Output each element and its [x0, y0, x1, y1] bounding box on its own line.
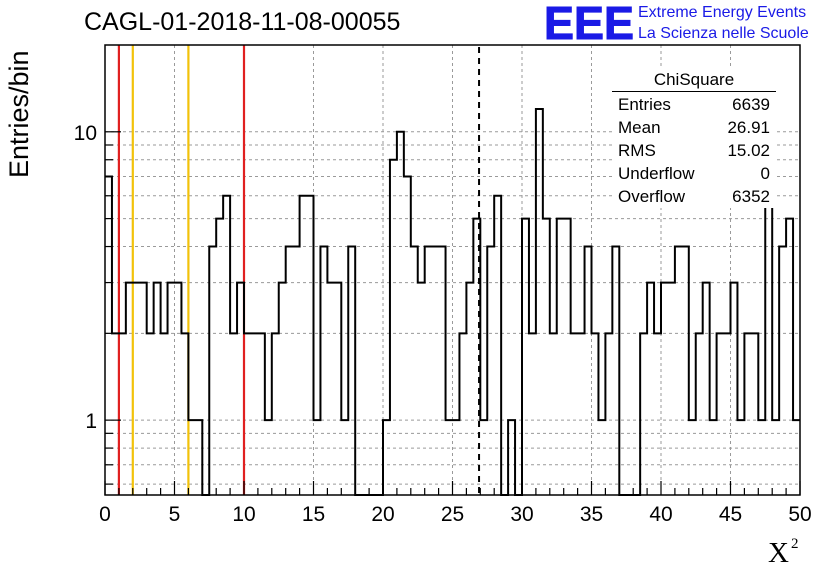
stats-row-underflow: Underflow 0: [612, 162, 776, 185]
x-tick-label: 25: [441, 503, 464, 526]
stats-value: 6352: [732, 187, 770, 206]
stats-row-overflow: Overflow 6352: [612, 185, 776, 208]
stats-value: 26.91: [727, 118, 770, 137]
eee-logo-icon: EEE: [544, 0, 635, 44]
stats-title: ChiSquare: [612, 69, 776, 92]
stats-box: ChiSquare Entries 6639 Mean 26.91 RMS 15.02…: [612, 69, 776, 208]
stats-value: 15.02: [727, 141, 770, 160]
stats-value: 6639: [732, 95, 770, 114]
stats-label: Underflow: [618, 164, 695, 183]
x-tick-label: 40: [649, 503, 672, 526]
logo-text: Extreme Energy Events La Scienza nelle S…: [638, 2, 809, 44]
x-tick-label: 20: [371, 503, 394, 526]
y-tick-label: 1: [85, 410, 97, 433]
x-tick-label: 10: [232, 503, 255, 526]
logo-line-1: Extreme Energy Events: [638, 4, 807, 21]
y-tick-label: 10: [74, 122, 97, 145]
stats-label: Overflow: [618, 187, 686, 206]
stats-row-mean: Mean 26.91: [612, 116, 776, 139]
x-tick-label: 50: [788, 503, 811, 526]
chart-title: CAGL-01-2018-11-08-00055: [84, 8, 401, 36]
logo-mark: EEE: [544, 0, 634, 44]
logo-line-2: La Scienza nelle Scuole: [638, 25, 809, 42]
histogram-outline: [105, 107, 800, 496]
x-tick-label: 0: [99, 503, 111, 526]
axis-ticks: 0 5 10 15 20 25 30 35 40 45 50 1 10: [74, 122, 812, 526]
stats-label: RMS: [618, 141, 656, 160]
stats-label: Mean: [618, 118, 661, 137]
x-axis-label-base: X: [768, 537, 789, 569]
y-axis-label: Entries/bin: [4, 50, 34, 178]
x-tick-label: 5: [169, 503, 181, 526]
x-tick-label: 15: [302, 503, 325, 526]
stats-label: Entries: [618, 95, 671, 114]
x-tick-label: 35: [580, 503, 603, 526]
stats-row-entries: Entries 6639: [612, 93, 776, 116]
stats-row-rms: RMS 15.02: [612, 139, 776, 162]
x-tick-label: 30: [510, 503, 533, 526]
x-tick-label: 45: [719, 503, 742, 526]
stats-value: 0: [760, 164, 770, 183]
x-axis-label-superscript: 2: [790, 536, 799, 552]
